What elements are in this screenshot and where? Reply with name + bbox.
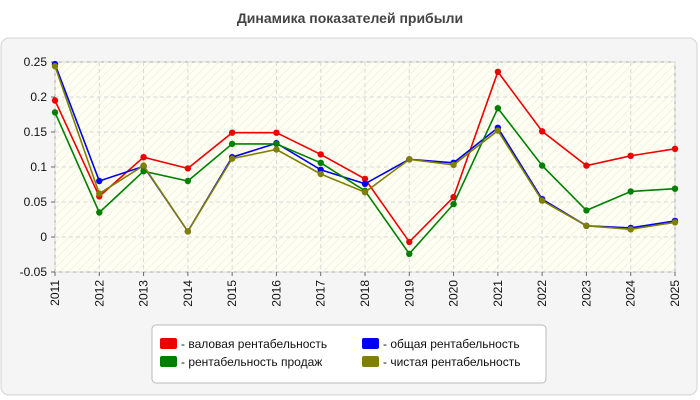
y-tick-label: 0.15 xyxy=(24,125,48,139)
series-1 xyxy=(51,68,679,246)
x-tick-label: 2016 xyxy=(269,280,283,307)
x-tick-label: 2024 xyxy=(624,280,638,307)
x-tick-label: 2017 xyxy=(314,280,328,307)
x-tick-label: 2012 xyxy=(92,280,106,307)
legend-box xyxy=(151,324,547,384)
grid-lines xyxy=(54,61,676,273)
y-tick-label: 0.05 xyxy=(24,195,48,209)
data-point xyxy=(51,109,59,116)
legend-swatch xyxy=(160,356,177,367)
data-point xyxy=(228,140,236,148)
data-point xyxy=(494,105,502,112)
data-point xyxy=(317,151,324,158)
data-point xyxy=(140,168,147,175)
data-point xyxy=(184,177,192,185)
data-point xyxy=(184,165,192,172)
data-point xyxy=(228,155,236,162)
data-point xyxy=(406,156,413,163)
data-point xyxy=(583,222,590,229)
x-tick-label: 2019 xyxy=(402,280,416,307)
legend: - валовая рентабельность - общая рентабел… xyxy=(151,324,547,384)
y-tick-label: 0.1 xyxy=(30,160,47,174)
x-tick-label: 2021 xyxy=(491,280,505,307)
data-point xyxy=(538,162,546,169)
y-tick-label: 0.2 xyxy=(30,90,47,104)
legend-label: - рентабельность продаж xyxy=(181,355,322,369)
legend-label: - общая рентабельность xyxy=(383,337,520,351)
data-point xyxy=(494,127,502,134)
data-point xyxy=(627,226,634,233)
chart-title: Динамика показателей прибыли xyxy=(236,10,464,26)
data-point xyxy=(406,238,413,246)
legend-label: - чистая рентабельность xyxy=(383,355,520,369)
y-tick-label: 0.25 xyxy=(24,55,48,69)
x-tick-label: 2015 xyxy=(225,280,239,307)
x-tick-label: 2023 xyxy=(579,280,593,307)
data-point xyxy=(228,129,236,136)
data-point xyxy=(317,170,324,178)
data-point xyxy=(583,207,590,214)
legend-swatch xyxy=(362,356,379,367)
data-point xyxy=(273,129,280,136)
x-tick-label: 2025 xyxy=(668,280,682,307)
data-point xyxy=(273,146,280,153)
data-point xyxy=(140,162,147,169)
data-point xyxy=(671,219,679,226)
data-point xyxy=(140,154,147,161)
x-tick-label: 2022 xyxy=(535,280,549,307)
data-point xyxy=(538,197,546,204)
data-point xyxy=(538,128,546,135)
series-4 xyxy=(51,62,679,235)
data-point xyxy=(671,145,679,152)
x-tick-label: 2013 xyxy=(137,280,151,307)
data-point xyxy=(273,140,280,148)
x-tick-label: 2018 xyxy=(358,280,372,307)
data-point xyxy=(450,161,457,169)
data-point xyxy=(51,97,59,104)
data-point xyxy=(51,62,59,70)
legend-swatch xyxy=(160,338,177,349)
x-tick-label: 2014 xyxy=(181,280,195,307)
legend-label: - валовая рентабельность xyxy=(181,337,327,351)
legend-swatch xyxy=(362,338,379,349)
data-point xyxy=(627,188,634,195)
data-point xyxy=(450,200,457,208)
data-point xyxy=(96,190,103,197)
y-tick-label: 0 xyxy=(40,230,47,244)
data-point xyxy=(671,185,679,192)
data-point xyxy=(627,152,634,159)
x-tick-label: 2020 xyxy=(447,280,461,307)
data-point xyxy=(317,159,324,166)
data-point xyxy=(361,189,369,196)
data-point xyxy=(494,68,502,76)
data-point xyxy=(96,209,103,216)
data-point xyxy=(361,175,369,183)
data-point xyxy=(450,193,457,201)
data-point xyxy=(184,228,192,235)
y-tick-label: -0.05 xyxy=(20,265,48,279)
series-layer xyxy=(51,60,679,257)
data-point xyxy=(96,177,103,185)
data-point xyxy=(406,250,413,257)
data-point xyxy=(361,180,369,187)
x-tick-label: 2011 xyxy=(48,280,62,306)
data-point xyxy=(583,162,590,169)
